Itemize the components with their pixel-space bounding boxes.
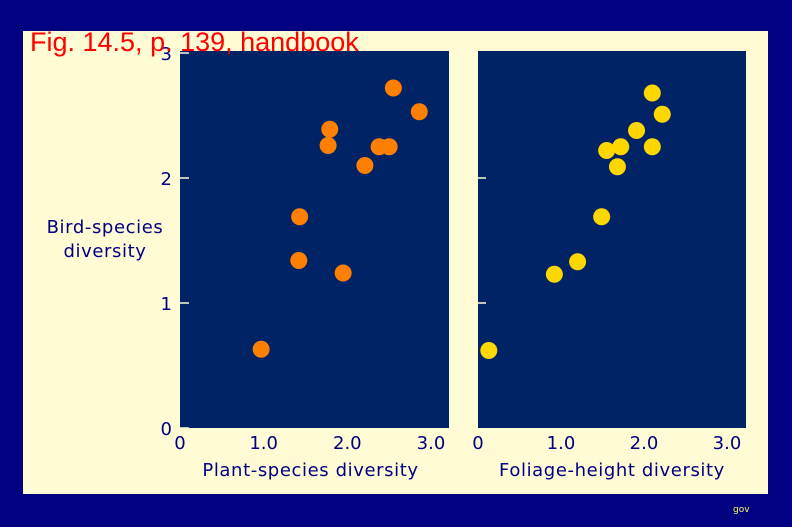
data-point-right (628, 122, 646, 139)
data-point-right (653, 105, 671, 123)
x-axis-label-right: Foliage-height diversity (499, 460, 725, 481)
figure-title: Fig. 14.5, p. 139, handbook (30, 27, 359, 57)
y-axis-label-line-2: diversity (63, 241, 146, 262)
x-tick-label-right: 0 (472, 433, 483, 454)
data-point-right (608, 158, 626, 176)
x-tick-label-left: 3.0 (417, 433, 446, 454)
x-axis-label-left: Plant-species diversity (202, 460, 418, 481)
data-point-left (291, 208, 309, 226)
data-point-left (290, 252, 308, 269)
footer-mark: gov (733, 505, 750, 515)
y-tick-label: 0 (161, 419, 172, 440)
data-point-right (612, 138, 630, 156)
data-point-right (643, 84, 661, 102)
plot-area-right (478, 51, 746, 428)
plot-area-left (180, 51, 449, 428)
x-tick-label-left: 2.0 (333, 433, 362, 454)
data-point-right (569, 253, 587, 271)
data-point-left (380, 138, 398, 156)
data-point-left (252, 340, 270, 358)
y-tick-label: 3 (161, 44, 172, 65)
data-point-right (545, 265, 563, 283)
data-point-left (356, 157, 374, 174)
data-point-right (598, 142, 616, 159)
x-tick-label-right: 3.0 (713, 433, 742, 454)
y-tick-label: 2 (161, 169, 172, 190)
data-point-left (410, 103, 428, 121)
x-tick-label-left: 1.0 (249, 433, 278, 454)
x-tick-label-left: 0 (174, 433, 185, 454)
y-axis-label-line-1: Bird-species (47, 217, 164, 238)
data-point-left (319, 137, 337, 154)
data-point-right (593, 208, 611, 226)
x-tick-label-right: 2.0 (630, 433, 659, 454)
data-point-left (384, 79, 402, 97)
data-point-left (321, 120, 339, 138)
data-point-right (480, 342, 498, 359)
x-tick-label-right: 1.0 (547, 433, 576, 454)
y-tick-label: 1 (161, 294, 172, 315)
data-point-left (334, 264, 352, 282)
data-point-right (643, 138, 661, 156)
